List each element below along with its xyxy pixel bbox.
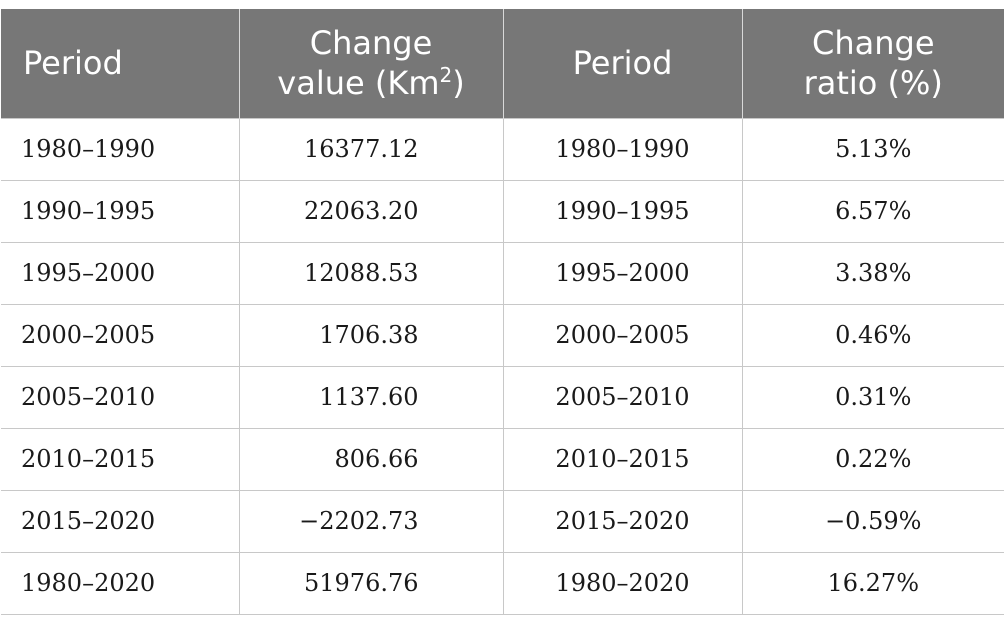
header-row: Period Change value (Km2) Period Change …	[1, 9, 1004, 118]
cell-change-value: 12088.53	[239, 242, 504, 305]
table-row: 2015–2020 −2202.73 2015–2020 −0.59%	[1, 490, 1004, 553]
header-period-2-label: Period	[572, 44, 673, 83]
cell-change-ratio: 3.38%	[742, 242, 1004, 305]
cell-period-2: 1995–2000	[503, 242, 743, 305]
header-change-ratio: Change ratio (%)	[742, 9, 1004, 118]
table-row: 1980–2020 51976.76 1980–2020 16.27%	[1, 552, 1004, 615]
header-period: Period	[1, 9, 240, 118]
cell-change-ratio: 5.13%	[742, 117, 1004, 181]
cell-period: 1995–2000	[1, 242, 240, 305]
cell-period-2: 1990–1995	[503, 180, 743, 243]
header-period-label: Period	[23, 44, 123, 83]
cell-change-ratio: 0.31%	[742, 366, 1004, 429]
header-change-value: Change value (Km2)	[239, 9, 504, 118]
cell-change-value: 22063.20	[239, 180, 504, 243]
table-row: 2000–2005 1706.38 2000–2005 0.46%	[1, 304, 1004, 367]
cell-period: 2005–2010	[1, 366, 240, 429]
cell-period: 1990–1995	[1, 180, 240, 243]
cell-period-2: 1980–2020	[503, 552, 743, 615]
cell-period-2: 2005–2010	[503, 366, 743, 429]
table-row: 2010–2015 806.66 2010–2015 0.22%	[1, 428, 1004, 491]
table-row: 1995–2000 12088.53 1995–2000 3.38%	[1, 242, 1004, 305]
header-change-value-main: Change	[309, 24, 433, 63]
cell-period: 2010–2015	[1, 428, 240, 491]
cell-change-ratio: 0.46%	[742, 304, 1004, 367]
table-header: Period Change value (Km2) Period Change …	[1, 9, 1004, 118]
cell-period: 2015–2020	[1, 490, 240, 553]
header-change-value-unit-suffix: )	[452, 64, 465, 103]
table-row: 1990–1995 22063.20 1990–1995 6.57%	[1, 180, 1004, 243]
cell-change-value: 806.66	[239, 428, 504, 491]
cell-period-2: 2010–2015	[503, 428, 743, 491]
header-change-ratio-sub: ratio (%)	[803, 64, 943, 103]
cell-period-2: 1980–1990	[503, 117, 743, 181]
cell-period: 1980–1990	[1, 117, 240, 181]
change-table: Period Change value (Km2) Period Change …	[1, 9, 1004, 615]
cell-change-value: 51976.76	[239, 552, 504, 615]
cell-period-2: 2015–2020	[503, 490, 743, 553]
cell-period: 2000–2005	[1, 304, 240, 367]
cell-change-ratio: 6.57%	[742, 180, 1004, 243]
cell-change-ratio: −0.59%	[742, 490, 1004, 553]
cell-change-value: −2202.73	[239, 490, 504, 553]
table-row: 2005–2010 1137.60 2005–2010 0.31%	[1, 366, 1004, 429]
header-change-value-unit-sup: 2	[439, 63, 453, 88]
cell-change-ratio: 16.27%	[742, 552, 1004, 615]
cell-change-value: 16377.12	[239, 117, 504, 181]
table-body: 1980–1990 16377.12 1980–1990 5.13% 1990–…	[1, 117, 1004, 615]
cell-change-value: 1137.60	[239, 366, 504, 429]
cell-change-ratio: 0.22%	[742, 428, 1004, 491]
header-period-2: Period	[503, 9, 743, 118]
header-change-value-unit-prefix: value (Km	[277, 64, 440, 103]
cell-change-value: 1706.38	[239, 304, 504, 367]
header-change-ratio-main: Change	[811, 24, 935, 63]
cell-period: 1980–2020	[1, 552, 240, 615]
cell-period-2: 2000–2005	[503, 304, 743, 367]
table-row: 1980–1990 16377.12 1980–1990 5.13%	[1, 117, 1004, 181]
